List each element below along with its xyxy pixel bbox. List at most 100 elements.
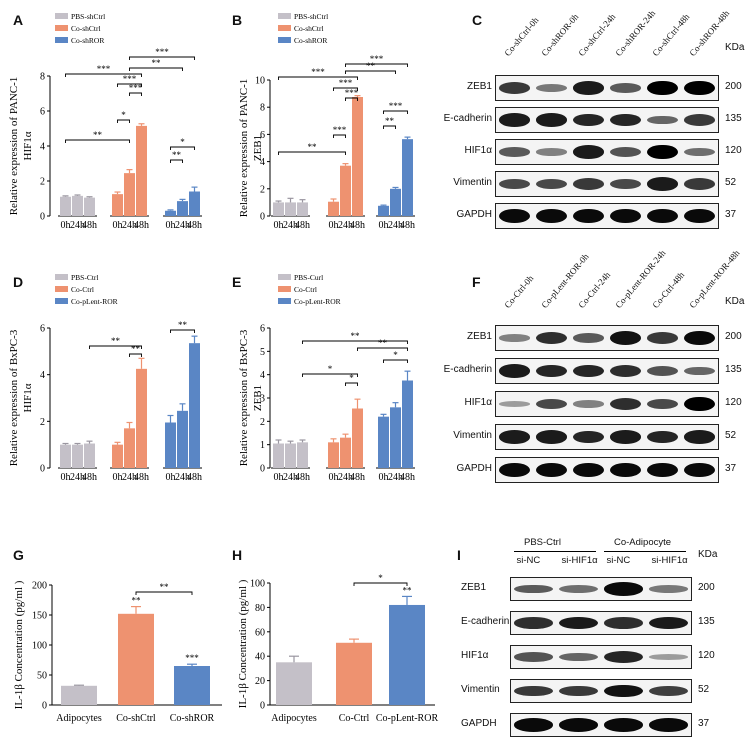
protein-band (536, 398, 567, 410)
panel-e-chart: 0 1 2 3 4 5 6 Relative expression of BxPC-3 ZEB1… (238, 273, 415, 483)
y-tick-label: 6 (40, 107, 45, 118)
protein-band (536, 178, 567, 190)
protein-band (573, 430, 604, 444)
protein-band (649, 585, 688, 593)
protein-label: GAPDH (456, 209, 492, 220)
significance-marker: *** (370, 54, 384, 64)
significance-marker: *** (311, 67, 325, 77)
x-tick-label: 48h (400, 220, 415, 231)
lane-label: si-NC (516, 555, 541, 566)
significance-bracket (135, 591, 193, 595)
bar (165, 422, 176, 468)
bar (124, 428, 135, 468)
protein-band (536, 148, 567, 156)
x-tick-label: 24h (70, 472, 85, 483)
x-tick-label: 24h (388, 220, 403, 231)
significance-marker: ** (378, 338, 388, 348)
protein-label: HIF1α (461, 650, 489, 661)
kda-value: 120 (725, 145, 742, 156)
y-axis-label: Relative expression of BxPC-3 (238, 329, 250, 466)
x-tick-label: 48h (295, 220, 310, 231)
significance-bracket (345, 70, 396, 74)
x-tick-label: 48h (82, 472, 97, 483)
legend-swatch (55, 25, 68, 31)
panel-g-chart: 0 50 100 150 200 IL-1β Concentration (pg/ml )… (13, 580, 222, 724)
protein-band (684, 430, 715, 444)
significance-bracket (333, 87, 358, 91)
x-tick-label: 24h (338, 220, 353, 231)
significance-marker: ** (152, 58, 162, 68)
x-tick-label: 48h (134, 220, 149, 231)
significance-bracket (170, 146, 195, 150)
x-tick-label: 24h (70, 220, 85, 231)
panel-a-letter: A (13, 12, 24, 28)
x-tick-label: 0h (329, 220, 339, 231)
significance-marker: ** (160, 582, 170, 592)
protein-band (647, 144, 678, 160)
protein-band (559, 685, 598, 697)
bar (177, 201, 188, 216)
bar (297, 202, 308, 216)
protein-band (647, 208, 678, 224)
x-tick-label: 48h (350, 472, 365, 483)
bar (124, 173, 135, 216)
significance-marker: ** (178, 320, 188, 330)
y-tick-label: 4 (260, 370, 265, 381)
x-tick-label: 0h (329, 472, 339, 483)
legend-swatch (55, 286, 68, 292)
kda-value: 120 (698, 650, 715, 661)
bar (328, 201, 339, 216)
significance-bracket (383, 359, 408, 363)
significance-marker: *** (97, 64, 111, 74)
blot-strip (510, 611, 692, 635)
protein-band (684, 396, 715, 412)
significance-marker: * (378, 573, 383, 583)
legend-swatch (278, 274, 291, 280)
group-underline (514, 551, 596, 552)
protein-band (536, 364, 567, 378)
x-tick-label: 24h (175, 220, 190, 231)
x-tick-label: 48h (82, 220, 97, 231)
y-tick-label: 8 (260, 103, 265, 114)
x-tick-label: 24h (283, 220, 298, 231)
y-tick-label: 0 (40, 212, 45, 223)
protein-band (649, 718, 688, 732)
legend-swatch (278, 286, 291, 292)
panel-g-letter: G (13, 547, 24, 563)
lane-label: Co-shCtrl-0h (501, 15, 541, 59)
legend-swatch (55, 37, 68, 43)
significance-bracket (333, 134, 346, 138)
bar (336, 642, 372, 705)
significance-bracket (278, 76, 358, 80)
y-tick-label: 4 (260, 157, 265, 168)
kda-value: 135 (698, 616, 715, 627)
protein-band (684, 330, 715, 346)
legend-entry: Co-shCtrl (294, 24, 324, 33)
bar (340, 165, 351, 216)
significance-bracket (170, 329, 195, 333)
x-tick-label: 0h (274, 472, 284, 483)
panel-b-chart: 0 2 4 6 8 10 Relative expression of PANC-1 ZEB1… (238, 12, 415, 231)
y-tick-label: 6 (260, 324, 265, 335)
blot-strip (495, 139, 719, 165)
significance-marker: *** (389, 101, 403, 111)
bar (273, 443, 284, 468)
protein-band (514, 617, 553, 629)
bar (72, 444, 83, 468)
protein-label: ZEB1 (466, 81, 492, 92)
panel-i: I si-NC si-HIF1α si-NC si-HIF1α PBS-Ctrl Co-A… (455, 535, 755, 755)
significance-bracket (383, 110, 408, 114)
bar (297, 442, 308, 468)
protein-label: ZEB1 (466, 331, 492, 342)
blot-strip (495, 75, 719, 101)
y-tick-label: 0 (260, 464, 265, 475)
protein-band (649, 616, 688, 630)
significance-bracket (345, 97, 358, 101)
protein-band (573, 113, 604, 127)
panel-c: C Co-shCtrl-0h Co-shROR-0h Co-shCtrl-24h Co… (444, 0, 755, 245)
y-tick-label: 2 (260, 417, 265, 428)
y-tick-label: 3 (260, 394, 265, 405)
significance-marker: ** (172, 150, 182, 160)
x-tick-label: Co-shROR (170, 713, 215, 724)
